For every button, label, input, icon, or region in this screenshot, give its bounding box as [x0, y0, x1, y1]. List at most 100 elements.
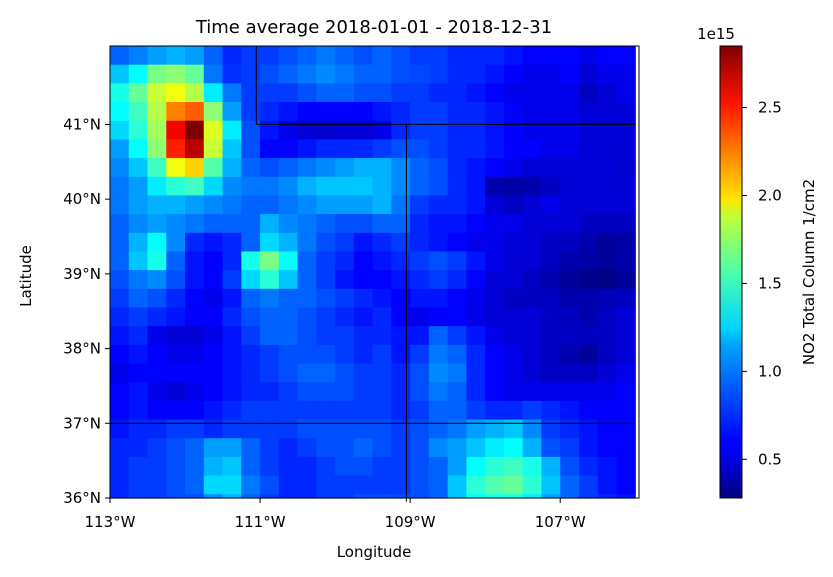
y-axis-ticks: 36°N 37°N 38°N 39°N 40°N 41°N	[63, 115, 110, 507]
heatmap-cell	[391, 158, 411, 178]
x-axis-label: Longitude	[337, 543, 412, 561]
heatmap-cell	[578, 326, 599, 346]
heatmap-cell	[522, 382, 543, 402]
heatmap-cell	[372, 232, 392, 253]
heatmap-cell	[428, 475, 449, 495]
heatmap-cell	[616, 139, 636, 159]
heatmap-cell	[578, 176, 599, 197]
heatmap-cell	[410, 326, 430, 346]
heatmap-cell	[353, 326, 374, 346]
heatmap-cell	[185, 214, 205, 234]
heatmap-cell	[372, 176, 392, 197]
heatmap-cell	[260, 83, 280, 103]
heatmap-cell	[260, 419, 280, 439]
heatmap-cell	[466, 158, 486, 178]
heatmap-cell	[147, 120, 167, 140]
heatmap-cell	[185, 288, 205, 309]
heatmap-cell	[447, 158, 468, 178]
heatmap-cell	[316, 494, 336, 499]
heatmap-cell	[466, 46, 486, 66]
heatmap-cell	[541, 176, 561, 197]
heatmap-cell	[222, 494, 242, 499]
heatmap-cell	[372, 456, 392, 477]
heatmap-cell	[278, 120, 299, 140]
heatmap-cell	[541, 102, 561, 122]
heatmap-cell	[222, 400, 242, 421]
heatmap-cell	[316, 139, 336, 159]
heatmap-cell	[466, 307, 486, 327]
heatmap-cell	[147, 251, 167, 271]
heatmap-cell	[335, 176, 355, 197]
heatmap-cell	[428, 288, 449, 309]
heatmap-cell	[391, 288, 411, 309]
heatmap-cell	[428, 382, 449, 402]
heatmap-cell	[278, 158, 299, 178]
heatmap-cell	[578, 232, 599, 253]
heatmap-cell	[391, 139, 411, 159]
heatmap-cell	[166, 139, 186, 159]
heatmap-cell	[110, 288, 130, 309]
heatmap-cell	[278, 232, 299, 253]
heatmap-cell	[541, 139, 561, 159]
heatmap-cell	[616, 195, 636, 215]
heatmap-cell	[485, 382, 505, 402]
heatmap-cell	[410, 288, 430, 309]
heatmap-cell	[428, 456, 449, 477]
heatmap-cell	[222, 251, 242, 271]
heatmap-cell	[278, 64, 299, 84]
heatmap-cell	[316, 363, 336, 383]
heatmap-cell	[147, 46, 167, 66]
heatmap-cell	[410, 214, 430, 234]
heatmap-cell	[428, 251, 449, 271]
boundary-line	[255, 46, 636, 125]
heatmap-cell	[316, 419, 336, 439]
heatmap-cell	[335, 494, 355, 499]
heatmap-cell	[578, 64, 599, 84]
heatmap-cell	[372, 46, 392, 66]
heatmap-cell	[391, 270, 411, 290]
heatmap-cell	[260, 102, 280, 122]
heatmap-cell	[522, 83, 543, 103]
heatmap-cell	[503, 344, 524, 365]
heatmap-cell	[353, 251, 374, 271]
heatmap-cell	[128, 158, 149, 178]
heatmap-cell	[503, 456, 524, 477]
heatmap-cell	[241, 326, 261, 346]
heatmap-cell	[110, 46, 130, 66]
heatmap-cell	[447, 344, 468, 365]
heatmap-cell	[147, 158, 167, 178]
heatmap-cell	[616, 270, 636, 290]
heatmap-cell	[297, 382, 317, 402]
heatmap-cell	[110, 214, 130, 234]
heatmap-cell	[616, 176, 636, 197]
heatmap-cell	[372, 438, 392, 458]
x-tick-label: 111°W	[235, 513, 286, 531]
heatmap-cell	[297, 176, 317, 197]
heatmap-cell	[166, 64, 186, 84]
heatmap-cell	[541, 419, 561, 439]
heatmap-cell	[353, 419, 374, 439]
heatmap-cell	[335, 270, 355, 290]
heatmap-cell	[578, 288, 599, 309]
heatmap-cell	[447, 214, 468, 234]
heatmap-cell	[335, 326, 355, 346]
heatmap-cell	[297, 83, 317, 103]
heatmap-cell	[391, 83, 411, 103]
heatmap-cell	[391, 232, 411, 253]
heatmap-cell	[222, 475, 242, 495]
heatmap-cell	[522, 139, 543, 159]
heatmap-cell	[241, 270, 261, 290]
heatmap-cell	[110, 102, 130, 122]
heatmap-cell	[466, 344, 486, 365]
heatmap-cell	[597, 195, 618, 215]
heatmap-cell	[541, 307, 561, 327]
heatmap-cell	[297, 456, 317, 477]
heatmap-cell	[616, 456, 636, 477]
heatmap-cell	[447, 475, 468, 495]
heatmap-cell	[297, 214, 317, 234]
heatmap-cell	[353, 400, 374, 421]
heatmap-cell	[335, 120, 355, 140]
heatmap-cell	[203, 83, 224, 103]
heatmap-cell	[278, 139, 299, 159]
